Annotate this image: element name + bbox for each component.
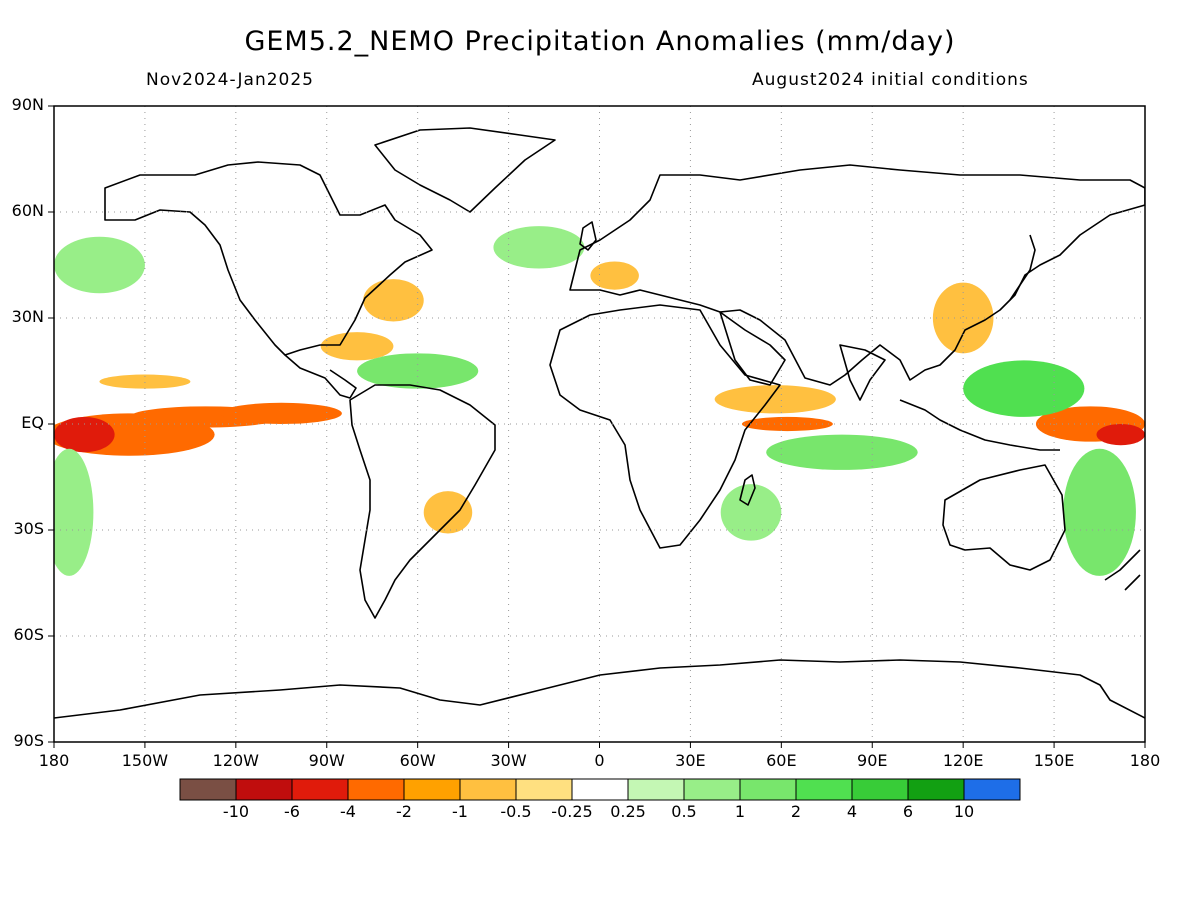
colorbar-swatch [907,778,965,801]
colorbar-swatch [627,778,685,801]
anomaly-region [54,448,94,576]
colorbar-label: 10 [953,802,975,821]
colorbar-swatch [683,778,741,801]
colorbar-label: -10 [222,802,250,821]
colorbar-label: -2 [396,802,412,821]
colorbar-swatch [459,778,517,801]
x-tick-label: 30E [675,751,706,770]
colorbar [179,778,1021,801]
south-america-coast [349,384,496,619]
anomaly-region [423,491,473,534]
forecast-period: Nov2024-Jan2025 [146,70,314,90]
colorbar-swatch [347,778,405,801]
anomaly-region [714,385,836,414]
colorbar-swatch [403,778,461,801]
grid-lines [54,106,1145,742]
japan-coast [1009,234,1036,301]
colorbar-label: -4 [340,802,356,821]
x-tick-label: 60E [766,751,797,770]
colorbar-label: -0.5 [500,802,532,821]
anomaly-region [932,282,994,354]
x-tick-label: 150W [121,751,169,770]
x-tick-label: 120E [942,751,984,770]
y-tick-label: 60S [13,625,44,644]
y-tick-label: 30S [13,519,44,538]
anomaly-region [741,416,833,432]
y-tick-label: EQ [21,413,44,432]
colorbar-label: 4 [846,802,858,821]
arabia-coast [719,311,786,386]
x-tick-label: 120W [212,751,259,770]
colorbar-swatch [235,778,293,801]
colorbar-label: 6 [902,802,914,821]
anomaly-region [493,226,585,269]
central-america-coast [284,354,357,399]
anomaly-region [99,374,191,389]
uk-coast [579,221,597,251]
x-tick-label: 60W [399,751,436,770]
x-tick-label: 90E [857,751,888,770]
anomaly-region [220,402,342,424]
colorbar-swatch [963,778,1021,801]
tick-marks [48,105,1146,748]
y-tick-label: 60N [11,201,44,220]
anomaly-region [54,416,115,453]
y-tick-label: 30N [11,307,44,326]
colorbar-label: -1 [452,802,468,821]
colorbar-swatch [795,778,853,801]
colorbar-label: -6 [284,802,300,821]
north-america-coast [104,161,433,356]
x-tick-label: 180 [38,751,70,770]
initial-conditions: August2024 initial conditions [752,70,1029,90]
coastlines [54,127,1145,719]
anomaly-region [54,236,145,294]
anomaly-region [590,261,639,290]
x-tick-label: 30W [490,751,527,770]
x-tick-label: 150E [1033,751,1075,770]
colorbar-swatch [291,778,349,801]
anomaly-region [357,353,479,389]
anomaly-region [320,332,394,361]
new-zealand-coast [1104,549,1141,591]
colorbar-swatch [739,778,797,801]
x-tick-label: 180 [1129,751,1161,770]
colorbar-swatch [571,778,629,801]
indonesia-coast [899,399,1060,451]
anomaly-region [1096,424,1145,446]
madagascar-coast [739,474,756,506]
colorbar-label: 2 [790,802,802,821]
anomaly-region [1063,448,1136,576]
anomaly-region [963,360,1085,417]
europe-asia-coast [569,164,1145,386]
india-coast [839,344,886,401]
y-tick-label: 90S [13,731,44,750]
anomaly-region [363,279,424,322]
colorbar-label: -0.25 [551,802,593,821]
africa-coast [549,304,781,549]
australia-coast [942,464,1066,571]
colorbar-swatch [515,778,573,801]
colorbar-swatch [179,778,237,801]
colorbar-label: 0.5 [671,802,697,821]
y-tick-label: 90N [11,95,44,114]
anomaly-region [720,484,782,541]
x-tick-label: 0 [594,751,605,770]
map-title: GEM5.2_NEMO Precipitation Anomalies (mm/… [244,26,956,57]
greenland-coast [374,127,556,213]
anomaly-region [766,434,918,470]
x-tick-label: 90W [308,751,345,770]
antarctica-coast [54,659,1145,719]
colorbar-swatch [851,778,909,801]
colorbar-label: 0.25 [610,802,646,821]
colorbar-label: 1 [734,802,746,821]
